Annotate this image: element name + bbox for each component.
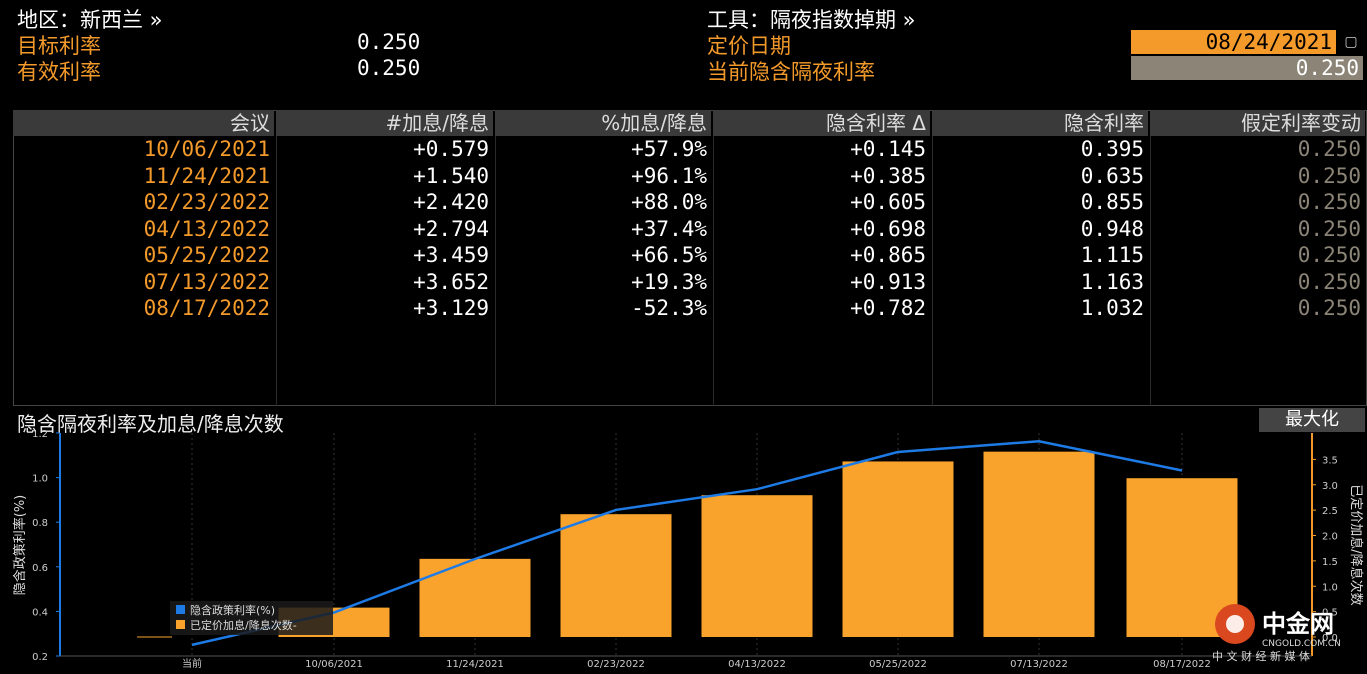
implied-rate-line xyxy=(191,439,1183,647)
bar-02/23/2022 xyxy=(560,514,672,637)
table-cell: +3.652 xyxy=(413,269,489,294)
effective-rate-label: 有效利率 xyxy=(17,60,101,84)
maximize-button[interactable]: 最大化 xyxy=(1259,408,1365,432)
meeting-date-cell[interactable]: 02/23/2022 xyxy=(143,190,270,214)
x-tick-label: 当前 xyxy=(182,657,202,670)
bar-07/13/2022 xyxy=(983,451,1095,637)
chart-title: 隐含隔夜利率及加息/降息次数 xyxy=(17,412,284,436)
x-tick-label: 05/25/2022 xyxy=(869,659,927,670)
table-cell: +3.459 xyxy=(413,243,489,267)
bar-10/06/2021 xyxy=(278,607,390,637)
watermark-domain: CNGOLD.COM.CN xyxy=(1262,639,1341,649)
meeting-date-cell[interactable]: 07/13/2022 xyxy=(143,269,270,294)
y-tick-label: 0.6 xyxy=(32,563,48,574)
bar-05/25/2022 xyxy=(842,461,954,637)
table-cell: +37.4% xyxy=(631,216,707,241)
meeting-date-cell[interactable]: 05/25/2022 xyxy=(143,243,270,267)
y-axis-label: 隐含政策利率(%) xyxy=(12,495,28,596)
region-selector[interactable]: 地区：新西兰 » xyxy=(17,8,163,32)
table-cell: +1.540 xyxy=(413,163,489,188)
meeting-date-cell[interactable]: 04/13/2022 xyxy=(143,216,270,241)
table-cell: +19.3% xyxy=(631,269,707,294)
y-tick-label: 0.8 xyxy=(32,518,48,529)
table-cell: -52.3% xyxy=(631,296,707,320)
effective-rate-value: 0.250 xyxy=(357,56,421,80)
table-cell: 0.250 xyxy=(1297,269,1361,294)
table-cell: +0.145 xyxy=(850,137,926,161)
table-cell: +0.913 xyxy=(850,269,926,294)
calendar-icon[interactable]: ▢ xyxy=(1339,30,1363,54)
implied-rate-value: 0.250 xyxy=(1131,56,1363,80)
table-cell: +0.605 xyxy=(850,190,926,214)
x-tick-label: 11/24/2021 xyxy=(446,659,504,670)
y2-tick-label: 1.0 xyxy=(1322,582,1338,593)
legend-swatch-bar xyxy=(176,620,185,629)
meeting-date-cell[interactable]: 11/24/2021 xyxy=(143,163,270,188)
table-cell: 0.250 xyxy=(1297,216,1361,241)
table-cell: 0.855 xyxy=(1080,190,1144,214)
bar-04/13/2022 xyxy=(701,495,813,637)
y-tick-label: 1.0 xyxy=(32,474,48,485)
column-header[interactable]: #加息/降息 xyxy=(276,110,493,136)
table-cell: 1.163 xyxy=(1080,269,1144,294)
table-cell: +0.698 xyxy=(850,216,926,241)
table-cell: +57.9% xyxy=(631,137,707,161)
table-cell: 0.250 xyxy=(1297,190,1361,214)
y2-axis-label: 已定价加息/降息次数 xyxy=(1348,484,1364,605)
y2-tick-label: 3.0 xyxy=(1322,481,1338,492)
meeting-date-cell[interactable]: 08/17/2022 xyxy=(143,296,270,320)
table-cell: 1.115 xyxy=(1080,243,1144,267)
table-cell: +66.5% xyxy=(631,243,707,267)
table-cell: 0.948 xyxy=(1080,216,1144,241)
column-header[interactable]: 隐含利率 xyxy=(932,110,1148,136)
table-cell: 0.250 xyxy=(1297,243,1361,267)
tool-selector[interactable]: 工具：隔夜指数掉期 » xyxy=(707,8,916,32)
table-cell: +2.420 xyxy=(413,190,489,214)
legend-swatch-line xyxy=(176,605,185,614)
table-cell: 0.250 xyxy=(1297,163,1361,188)
table-cell: +0.579 xyxy=(413,137,489,161)
column-header[interactable]: 会议 xyxy=(13,110,274,136)
table-cell: +0.865 xyxy=(850,243,926,267)
y2-tick-label: 2.0 xyxy=(1322,532,1338,543)
target-rate-label: 目标利率 xyxy=(17,34,101,58)
legend-box xyxy=(170,601,333,635)
x-tick-label: 10/06/2021 xyxy=(305,659,363,670)
legend-label-line: 隐含政策利率(%) xyxy=(190,603,275,617)
y-tick-label: 0.4 xyxy=(32,607,48,618)
pricing-date-label: 定价日期 xyxy=(707,34,791,58)
table-cell: +0.782 xyxy=(850,296,926,320)
pricing-date-input[interactable]: 08/24/2021 xyxy=(1131,30,1336,54)
column-header[interactable]: %加息/降息 xyxy=(495,110,711,136)
table-cell: 0.395 xyxy=(1080,137,1144,161)
implied-rate-label: 当前隐含隔夜利率 xyxy=(707,60,875,84)
table-cell: +3.129 xyxy=(413,296,489,320)
target-rate-value: 0.250 xyxy=(357,30,421,54)
table-cell: +0.385 xyxy=(850,163,926,188)
column-header[interactable]: 假定利率变动 xyxy=(1150,110,1365,136)
table-cell: 0.250 xyxy=(1297,296,1361,320)
x-tick-label: 02/23/2022 xyxy=(587,659,645,670)
column-header[interactable]: 隐含利率 Δ xyxy=(713,110,930,136)
legend-label-bar: 已定价加息/降息次数- xyxy=(190,618,297,632)
table-cell: +2.794 xyxy=(413,216,489,241)
table-cell: 1.032 xyxy=(1080,296,1144,320)
x-tick-label: 04/13/2022 xyxy=(728,659,786,670)
y2-tick-label: 3.5 xyxy=(1322,455,1338,466)
table-cell: +96.1% xyxy=(631,163,707,188)
y2-tick-label: 1.5 xyxy=(1322,557,1338,568)
watermark-tagline: 中 文 财 经 新 媒 体 xyxy=(1212,649,1310,663)
x-tick-label: 07/13/2022 xyxy=(1010,659,1068,670)
meeting-date-cell[interactable]: 10/06/2021 xyxy=(143,137,270,161)
watermark-brand: 中金网 xyxy=(1262,610,1334,638)
cngold-watermark: 中金网 CNGOLD.COM.CN 中 文 财 经 新 媒 体 xyxy=(1212,604,1341,663)
bar-11/24/2021 xyxy=(419,558,531,637)
y2-tick-label: 2.5 xyxy=(1322,506,1338,517)
table-cell: +88.0% xyxy=(631,190,707,214)
table-cell: 0.250 xyxy=(1297,137,1361,161)
x-tick-label: 08/17/2022 xyxy=(1153,659,1211,670)
y-tick-label: 0.2 xyxy=(32,652,48,663)
table-cell: 0.635 xyxy=(1080,163,1144,188)
